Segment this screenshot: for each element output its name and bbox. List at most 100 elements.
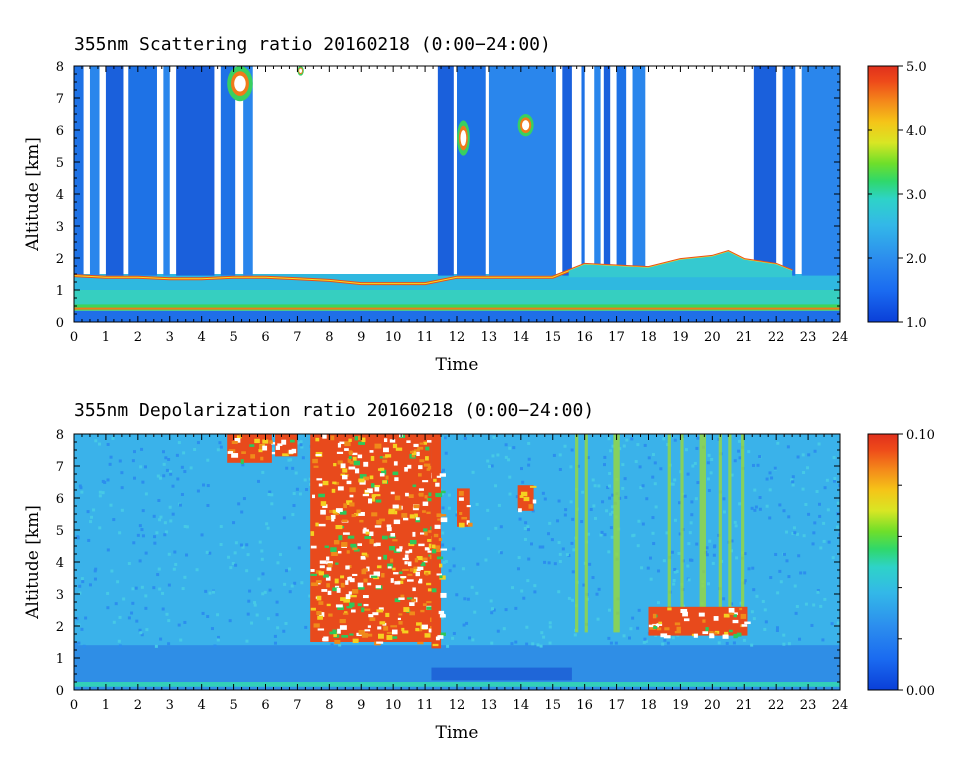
x-tick-label: 3 [166,330,174,345]
colorbar [867,65,899,323]
x-tick-label: 13 [481,698,498,713]
colorbar-tick-label: 5.0 [906,60,927,75]
cloud-column [782,66,796,276]
cloud-column [457,66,486,276]
colorbar-tick-label: 0.00 [906,684,935,699]
cloud-column [488,66,556,276]
colorbar [867,433,899,691]
y-tick-label: 1 [56,652,64,667]
cloud-column [753,66,777,276]
colorbar-tick-label: 1.0 [906,316,927,331]
streak-column [699,434,706,633]
panel-depolarization-ratio: 355nm Depolarization ratio 20160218 (0:0… [23,400,935,743]
x-tick-label: 6 [261,330,269,345]
x-tick-label: 16 [576,698,593,713]
y-tick-label: 3 [56,588,64,603]
x-tick-label: 1 [102,698,110,713]
x-tick-label: 8 [325,330,333,345]
x-tick-label: 5 [229,698,237,713]
y-tick-label: 8 [56,60,64,75]
x-tick-label: 4 [198,698,206,713]
cloud-column [176,66,215,276]
cloud-column [801,66,840,276]
cloud-top-highlight [74,251,793,285]
x-tick-label: 21 [736,698,753,713]
x-tick-label: 14 [513,330,530,345]
y-tick-label: 8 [56,428,64,443]
cloud-column [581,66,585,276]
x-axis-label: Time [436,723,479,743]
cloud-column [632,66,646,276]
x-tick-label: 4 [198,330,206,345]
colorbar-tick-label: 3.0 [906,188,927,203]
cloud-column [594,66,601,276]
y-tick-label: 2 [56,252,64,267]
chart-title: 355nm Scattering ratio 20160218 (0:00−24… [74,34,551,55]
streak-column [718,434,722,633]
x-tick-label: 15 [544,330,561,345]
heatmap-area [74,434,840,690]
x-tick-label: 20 [704,330,721,345]
panel-scattering-ratio: 355nm Scattering ratio 20160218 (0:00−24… [23,34,927,375]
x-tick-label: 7 [293,698,301,713]
cloud-column [562,66,572,276]
x-tick-label: 23 [800,330,817,345]
cloud-column [243,66,253,276]
x-tick-label: 2 [134,330,142,345]
colorbar-tick-label: 0.10 [906,428,935,443]
y-tick-label: 1 [56,284,64,299]
chart-title: 355nm Depolarization ratio 20160218 (0:0… [74,400,594,421]
cloud-column [616,66,627,276]
x-tick-label: 14 [513,698,530,713]
x-tick-label: 18 [640,330,657,345]
y-tick-label: 2 [56,620,64,635]
colorbar-tick-label: 2.0 [906,252,927,267]
y-tick-label: 4 [56,556,64,571]
y-tick-label: 3 [56,220,64,235]
x-tick-label: 21 [736,330,753,345]
x-tick-label: 19 [672,698,689,713]
x-tick-label: 22 [768,330,785,345]
y-tick-label: 4 [56,188,64,203]
heatmap-area [74,66,840,322]
x-tick-label: 17 [608,698,625,713]
x-tick-label: 0 [70,330,78,345]
x-tick-label: 7 [293,330,301,345]
y-tick-label: 5 [56,156,64,171]
y-tick-label: 0 [56,316,64,331]
x-tick-label: 9 [357,330,365,345]
x-tick-label: 13 [481,330,498,345]
colorbar-tick-label: 4.0 [906,124,927,139]
x-tick-label: 10 [385,330,402,345]
x-tick-label: 1 [102,330,110,345]
x-tick-label: 11 [417,330,434,345]
y-tick-label: 7 [56,92,64,107]
streak-column [584,434,588,633]
y-axis-label: Altitude [km] [23,137,43,252]
x-tick-label: 0 [70,698,78,713]
x-tick-label: 3 [166,698,174,713]
high-depol-region [431,434,442,649]
x-tick-label: 2 [134,698,142,713]
streak-column [667,434,671,633]
x-tick-label: 24 [832,330,849,345]
x-tick-label: 8 [325,698,333,713]
cloud-column [220,66,236,276]
cloud-column [163,66,170,276]
x-tick-label: 15 [544,698,561,713]
cloud-column [603,66,611,276]
x-tick-label: 12 [449,698,466,713]
streak-column [575,434,579,633]
cloud-column [437,66,454,276]
x-axis-label: Time [436,355,479,375]
x-tick-label: 11 [417,698,434,713]
cloud-column [89,66,100,276]
streak-column [728,434,732,633]
y-tick-label: 5 [56,524,64,539]
y-axis-label: Altitude [km] [23,505,43,620]
x-tick-label: 5 [229,330,237,345]
cloud-column [128,66,157,276]
streak-column [680,434,684,633]
x-tick-label: 9 [357,698,365,713]
cloud-column [105,66,124,276]
